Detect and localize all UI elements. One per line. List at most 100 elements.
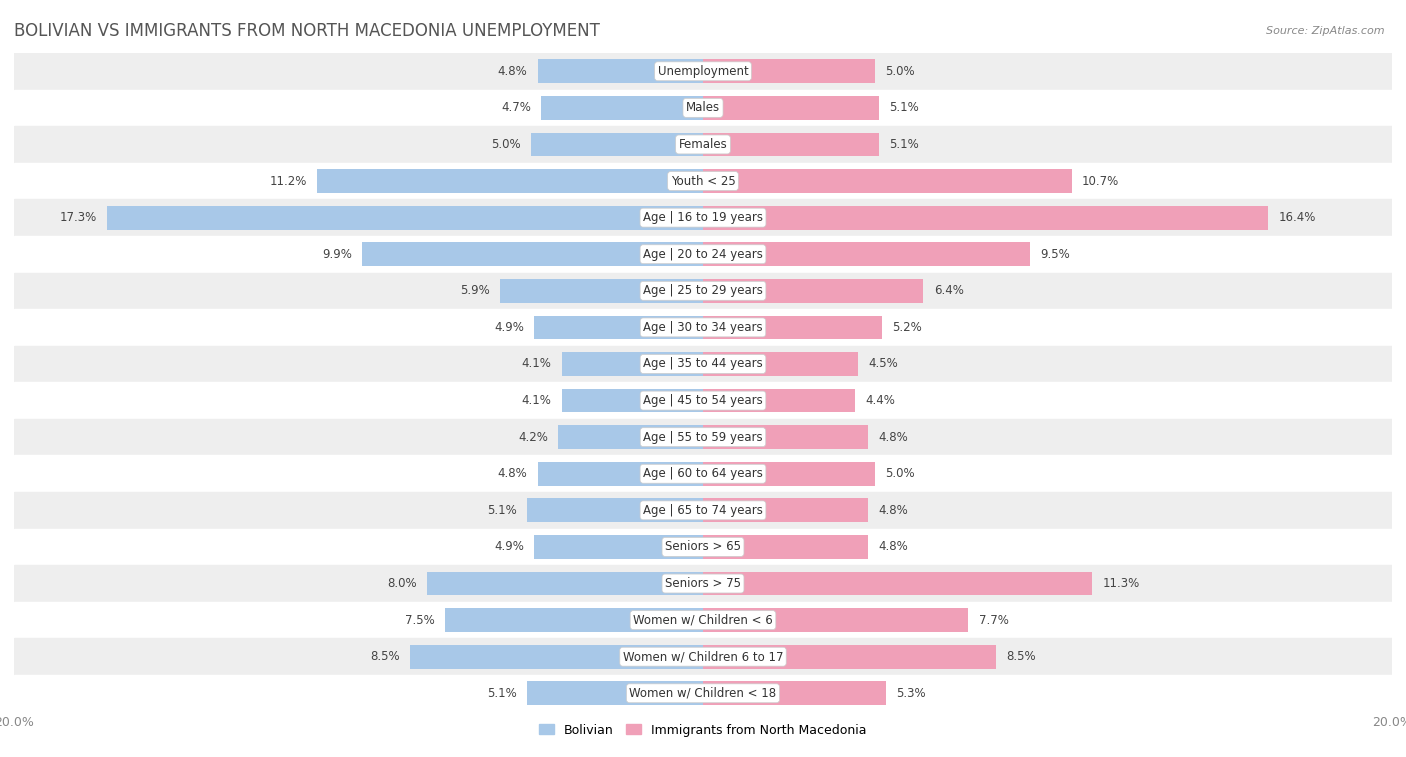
Bar bbox=[534, 316, 703, 339]
Bar bbox=[703, 681, 886, 706]
Text: 4.8%: 4.8% bbox=[879, 540, 908, 553]
Bar bbox=[14, 675, 1392, 712]
Bar bbox=[537, 462, 703, 486]
Bar bbox=[411, 645, 703, 668]
Text: Women w/ Children 6 to 17: Women w/ Children 6 to 17 bbox=[623, 650, 783, 663]
Text: Age | 16 to 19 years: Age | 16 to 19 years bbox=[643, 211, 763, 224]
Bar bbox=[703, 498, 869, 522]
Bar bbox=[14, 89, 1392, 126]
Bar bbox=[14, 199, 1392, 236]
Text: 7.5%: 7.5% bbox=[405, 614, 434, 627]
Bar bbox=[444, 608, 703, 632]
Bar bbox=[703, 645, 995, 668]
Text: 4.2%: 4.2% bbox=[519, 431, 548, 444]
Text: 10.7%: 10.7% bbox=[1083, 175, 1119, 188]
Bar bbox=[531, 132, 703, 157]
Bar bbox=[14, 528, 1392, 565]
Text: 5.0%: 5.0% bbox=[886, 65, 915, 78]
Text: Males: Males bbox=[686, 101, 720, 114]
Text: 8.5%: 8.5% bbox=[1007, 650, 1036, 663]
Bar bbox=[14, 309, 1392, 346]
Bar bbox=[541, 96, 703, 120]
Text: Unemployment: Unemployment bbox=[658, 65, 748, 78]
Bar bbox=[14, 273, 1392, 309]
Text: 4.8%: 4.8% bbox=[498, 65, 527, 78]
Bar bbox=[527, 681, 703, 706]
Text: Age | 25 to 29 years: Age | 25 to 29 years bbox=[643, 285, 763, 298]
Bar bbox=[527, 498, 703, 522]
Bar bbox=[703, 206, 1268, 229]
Text: Source: ZipAtlas.com: Source: ZipAtlas.com bbox=[1267, 26, 1385, 36]
Text: Age | 65 to 74 years: Age | 65 to 74 years bbox=[643, 504, 763, 517]
Bar bbox=[703, 352, 858, 376]
Text: Seniors > 65: Seniors > 65 bbox=[665, 540, 741, 553]
Text: Women w/ Children < 18: Women w/ Children < 18 bbox=[630, 687, 776, 699]
Text: 5.0%: 5.0% bbox=[491, 138, 520, 151]
Bar bbox=[703, 572, 1092, 596]
Text: 11.3%: 11.3% bbox=[1102, 577, 1140, 590]
Text: 5.3%: 5.3% bbox=[896, 687, 925, 699]
Bar bbox=[318, 169, 703, 193]
Bar bbox=[14, 419, 1392, 456]
Text: BOLIVIAN VS IMMIGRANTS FROM NORTH MACEDONIA UNEMPLOYMENT: BOLIVIAN VS IMMIGRANTS FROM NORTH MACEDO… bbox=[14, 22, 600, 40]
Bar bbox=[534, 535, 703, 559]
Bar bbox=[703, 388, 855, 413]
Bar bbox=[703, 242, 1031, 266]
Text: 4.1%: 4.1% bbox=[522, 357, 551, 370]
Bar bbox=[14, 382, 1392, 419]
Text: Age | 30 to 34 years: Age | 30 to 34 years bbox=[643, 321, 763, 334]
Bar bbox=[14, 53, 1392, 89]
Text: 4.5%: 4.5% bbox=[869, 357, 898, 370]
Text: 4.9%: 4.9% bbox=[494, 321, 524, 334]
Text: 9.5%: 9.5% bbox=[1040, 248, 1070, 260]
Text: 8.0%: 8.0% bbox=[388, 577, 418, 590]
Text: 6.4%: 6.4% bbox=[934, 285, 963, 298]
Text: 4.7%: 4.7% bbox=[501, 101, 531, 114]
Bar bbox=[703, 169, 1071, 193]
Bar bbox=[562, 352, 703, 376]
Bar bbox=[703, 316, 882, 339]
Text: 4.4%: 4.4% bbox=[865, 394, 894, 407]
Bar bbox=[703, 462, 875, 486]
Text: Age | 35 to 44 years: Age | 35 to 44 years bbox=[643, 357, 763, 370]
Bar bbox=[14, 565, 1392, 602]
Legend: Bolivian, Immigrants from North Macedonia: Bolivian, Immigrants from North Macedoni… bbox=[534, 718, 872, 742]
Bar bbox=[537, 59, 703, 83]
Bar bbox=[14, 492, 1392, 528]
Text: 8.5%: 8.5% bbox=[370, 650, 399, 663]
Bar bbox=[499, 279, 703, 303]
Bar bbox=[558, 425, 703, 449]
Bar bbox=[361, 242, 703, 266]
Text: Age | 20 to 24 years: Age | 20 to 24 years bbox=[643, 248, 763, 260]
Text: Youth < 25: Youth < 25 bbox=[671, 175, 735, 188]
Text: 5.1%: 5.1% bbox=[889, 101, 918, 114]
Bar bbox=[703, 279, 924, 303]
Text: 7.7%: 7.7% bbox=[979, 614, 1008, 627]
Text: 9.9%: 9.9% bbox=[322, 248, 352, 260]
Text: 4.1%: 4.1% bbox=[522, 394, 551, 407]
Text: 5.1%: 5.1% bbox=[488, 504, 517, 517]
Bar bbox=[427, 572, 703, 596]
Text: Females: Females bbox=[679, 138, 727, 151]
Text: 5.1%: 5.1% bbox=[889, 138, 918, 151]
Text: Age | 60 to 64 years: Age | 60 to 64 years bbox=[643, 467, 763, 480]
Text: 5.1%: 5.1% bbox=[488, 687, 517, 699]
Text: Age | 45 to 54 years: Age | 45 to 54 years bbox=[643, 394, 763, 407]
Bar bbox=[14, 602, 1392, 638]
Text: 4.9%: 4.9% bbox=[494, 540, 524, 553]
Bar bbox=[14, 456, 1392, 492]
Text: 5.2%: 5.2% bbox=[893, 321, 922, 334]
Bar bbox=[703, 96, 879, 120]
Text: 5.0%: 5.0% bbox=[886, 467, 915, 480]
Text: 17.3%: 17.3% bbox=[59, 211, 97, 224]
Bar bbox=[14, 346, 1392, 382]
Text: 16.4%: 16.4% bbox=[1278, 211, 1316, 224]
Bar bbox=[107, 206, 703, 229]
Bar bbox=[703, 132, 879, 157]
Bar bbox=[14, 163, 1392, 199]
Bar bbox=[703, 608, 969, 632]
Text: Age | 55 to 59 years: Age | 55 to 59 years bbox=[643, 431, 763, 444]
Text: Seniors > 75: Seniors > 75 bbox=[665, 577, 741, 590]
Bar bbox=[562, 388, 703, 413]
Text: 4.8%: 4.8% bbox=[879, 431, 908, 444]
